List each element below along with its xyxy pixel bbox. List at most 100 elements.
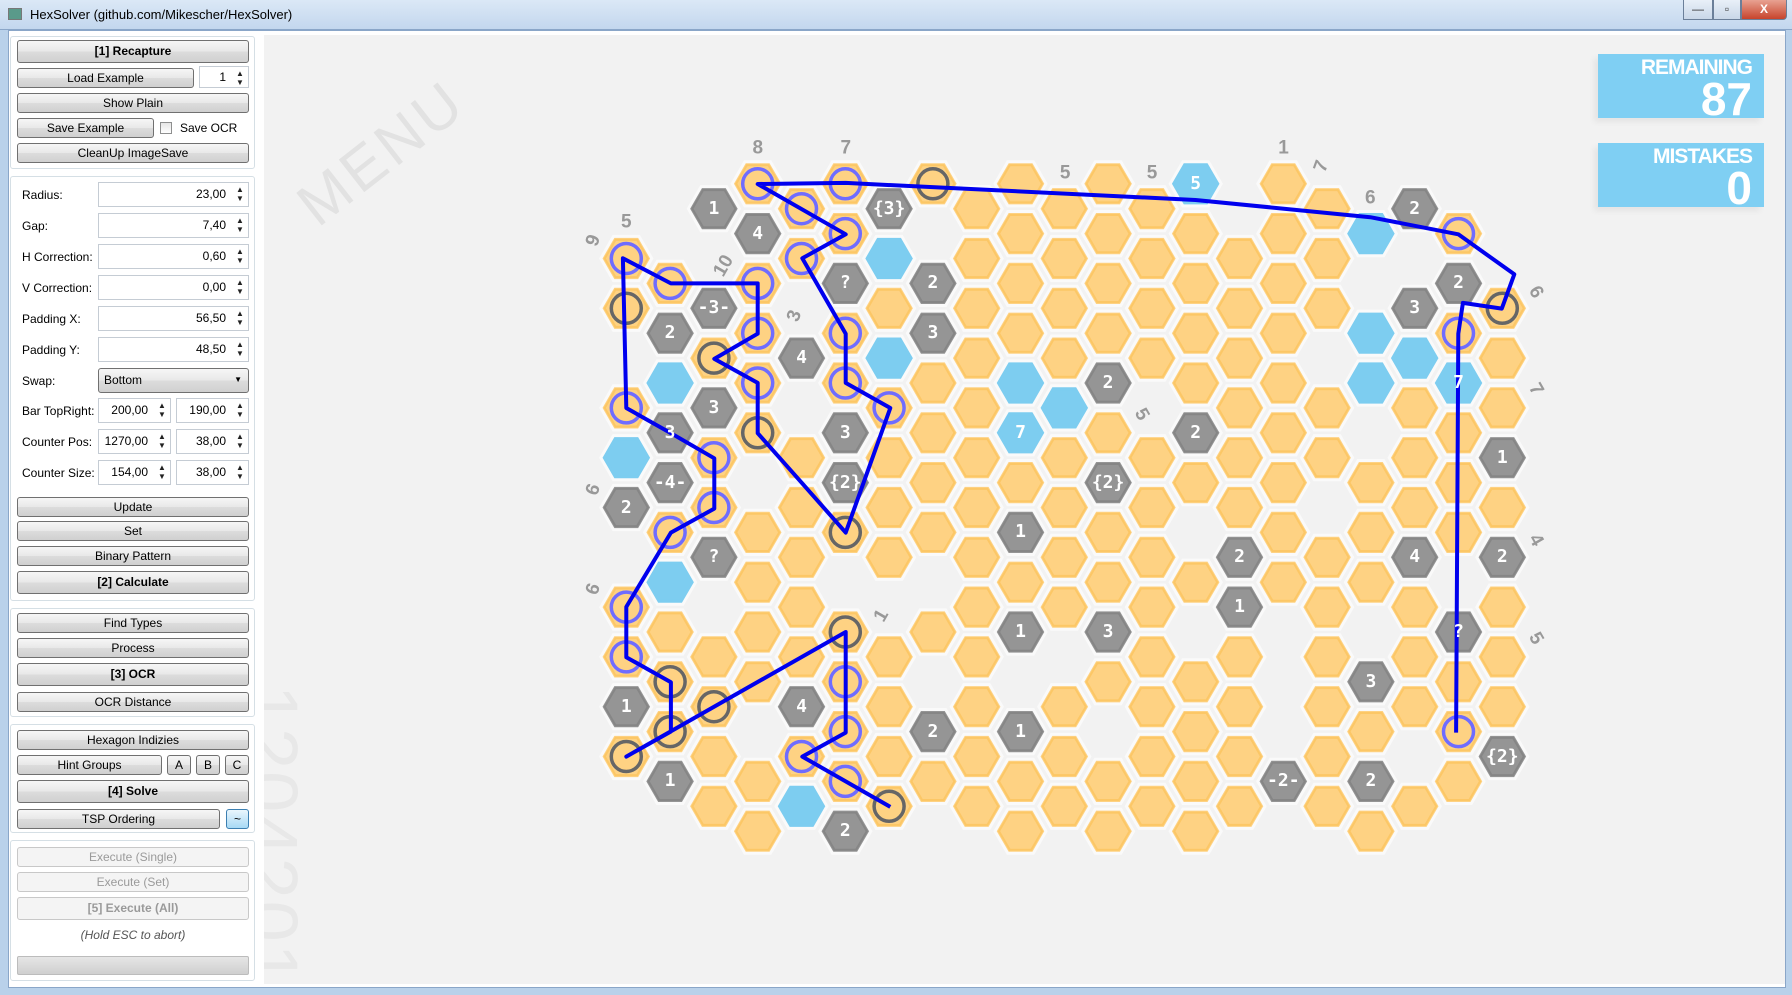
hex-cell[interactable] — [730, 210, 785, 258]
hex-cell[interactable] — [1168, 210, 1223, 258]
hex-cell[interactable] — [1299, 234, 1355, 283]
hex-cell[interactable] — [1475, 384, 1530, 432]
hex-cell[interactable] — [905, 359, 961, 407]
hex-cell[interactable] — [599, 683, 654, 731]
hex-cell[interactable] — [1080, 558, 1136, 606]
hex-cell[interactable] — [1212, 782, 1267, 830]
field-input[interactable]: 48,50 ▲ ▼ — [98, 337, 249, 362]
hex-cell[interactable] — [1037, 334, 1092, 382]
hex-cell[interactable] — [1256, 757, 1311, 805]
hex-cell[interactable] — [1037, 683, 1092, 731]
tsp-ordering-button[interactable]: TSP Ordering — [17, 809, 220, 829]
hex-cell[interactable] — [905, 708, 961, 756]
hex-cell[interactable] — [642, 359, 698, 407]
spinner-arrows-icon[interactable]: ▲ ▼ — [236, 432, 244, 450]
hex-cell[interactable] — [949, 683, 1004, 731]
hex-cell[interactable] — [1256, 160, 1311, 208]
example-index-spinner[interactable]: 1 ▲ ▼ — [199, 66, 249, 88]
hex-cell[interactable] — [905, 608, 961, 656]
hex-cell[interactable] — [1256, 259, 1311, 307]
hex-cell[interactable] — [1475, 483, 1530, 532]
hex-cell[interactable] — [1256, 459, 1311, 507]
hex-cell[interactable] — [905, 508, 961, 556]
spinner-arrows-icon[interactable]: ▲ ▼ — [236, 185, 244, 203]
hex-cell[interactable] — [1124, 334, 1180, 382]
hex-cell[interactable] — [861, 234, 917, 283]
hex-cell[interactable] — [1431, 658, 1486, 706]
hex-cell[interactable] — [993, 508, 1048, 556]
field-input[interactable]: 23,00 ▲ ▼ — [98, 182, 249, 207]
cleanup-imagesave-button[interactable]: CleanUp ImageSave — [17, 143, 249, 163]
hex-cell[interactable] — [686, 284, 742, 332]
hex-cell[interactable] — [1124, 683, 1180, 731]
hex-cell[interactable] — [1080, 508, 1136, 556]
hex-cell[interactable] — [1475, 683, 1530, 731]
hex-cell[interactable] — [1080, 409, 1136, 457]
hex-cell[interactable] — [1387, 284, 1442, 332]
hex-cell[interactable] — [1299, 683, 1355, 731]
hex-cell[interactable] — [599, 483, 654, 532]
hint-group-b-button[interactable]: B — [196, 755, 220, 775]
hex-cell[interactable] — [949, 334, 1004, 382]
hex-cell[interactable] — [1080, 459, 1136, 507]
hex-cell[interactable] — [993, 259, 1048, 307]
spinner-arrows-icon[interactable]: ▲ ▼ — [236, 69, 244, 87]
hex-cell[interactable] — [1387, 633, 1442, 681]
hex-cell[interactable] — [1124, 633, 1180, 681]
hex-cell[interactable] — [861, 732, 917, 781]
hex-cell[interactable] — [1037, 384, 1092, 432]
hex-cell[interactable] — [1212, 284, 1267, 332]
hex-cell[interactable] — [949, 782, 1004, 830]
hex-cell[interactable] — [1387, 434, 1442, 482]
field-input[interactable]: 7,40 ▲ ▼ — [98, 213, 249, 238]
hex-cell[interactable] — [686, 533, 742, 581]
swap-dropdown[interactable]: Bottom ▼ — [98, 368, 249, 393]
hex-cell[interactable] — [1037, 483, 1092, 532]
spinner-arrows-icon[interactable]: ▲ ▼ — [236, 463, 244, 481]
hex-cell[interactable] — [905, 459, 961, 507]
hex-cell[interactable] — [1124, 533, 1180, 581]
hex-cell[interactable] — [1256, 409, 1311, 457]
save-example-button[interactable]: Save Example — [17, 118, 154, 138]
hex-cell[interactable] — [1168, 309, 1223, 357]
hex-cell[interactable] — [1080, 210, 1136, 258]
hex-cell[interactable] — [1212, 434, 1267, 482]
hex-cell[interactable] — [642, 757, 698, 805]
spinner-arrows-icon[interactable]: ▲ ▼ — [236, 309, 244, 327]
hex-cell[interactable] — [1475, 334, 1530, 382]
hex-cell[interactable] — [730, 558, 785, 606]
ocr-button[interactable]: [3] OCR — [17, 663, 249, 686]
hex-cell[interactable] — [1212, 483, 1267, 532]
hex-cell[interactable] — [1168, 658, 1223, 706]
hex-cell[interactable] — [730, 508, 785, 556]
execute-single-button[interactable]: Execute (Single) — [17, 847, 249, 867]
hex-cell[interactable] — [905, 409, 961, 457]
hex-cell[interactable] — [949, 483, 1004, 532]
hex-cell[interactable] — [861, 533, 917, 581]
hex-cell[interactable] — [861, 483, 917, 532]
hex-cell[interactable] — [861, 633, 917, 681]
pair-input-2[interactable]: 38,00 ▲ ▼ — [176, 429, 249, 454]
hex-cell[interactable] — [1299, 732, 1355, 781]
hex-cell[interactable] — [1124, 483, 1180, 532]
hex-cell[interactable] — [949, 633, 1004, 681]
hex-cell[interactable] — [1475, 633, 1530, 681]
hex-cell[interactable] — [1124, 782, 1180, 830]
hex-cell[interactable] — [905, 259, 961, 307]
hex-cell[interactable] — [1256, 558, 1311, 606]
hint-group-c-button[interactable]: C — [225, 755, 249, 775]
hex-cell[interactable] — [599, 284, 654, 332]
hex-cell[interactable] — [1475, 434, 1530, 482]
hexagon-indizies-button[interactable]: Hexagon Indizies — [17, 730, 249, 750]
hex-cell[interactable] — [1080, 757, 1136, 805]
calculate-button[interactable]: [2] Calculate — [17, 571, 249, 594]
hex-cell[interactable] — [774, 583, 829, 631]
execute-set-button[interactable]: Execute (Set) — [17, 872, 249, 892]
pair-input-1[interactable]: 200,00 ▲ ▼ — [98, 398, 171, 423]
hex-cell[interactable] — [686, 384, 742, 432]
set-button[interactable]: Set — [17, 521, 249, 541]
close-button[interactable]: X — [1741, 0, 1787, 20]
hex-cell[interactable] — [1256, 309, 1311, 357]
hex-cell[interactable] — [1212, 384, 1267, 432]
hex-cell[interactable] — [1343, 309, 1399, 357]
